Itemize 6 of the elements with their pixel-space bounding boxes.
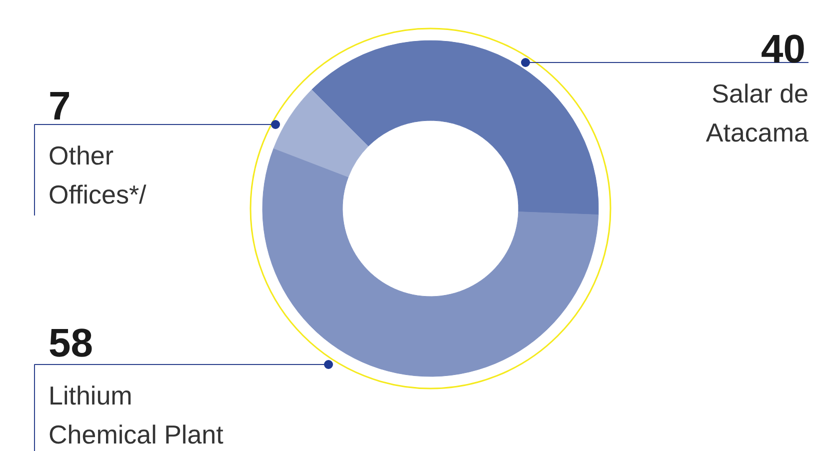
slice-label: Salar de Atacama [706,78,810,148]
slice-label: Lithium Chemical Plant [48,380,224,450]
slice-label: Other Offices*/ [48,140,148,210]
data-label: 7 [48,84,71,128]
data-label: 58 [48,322,93,366]
data-label: 40 [761,28,806,72]
